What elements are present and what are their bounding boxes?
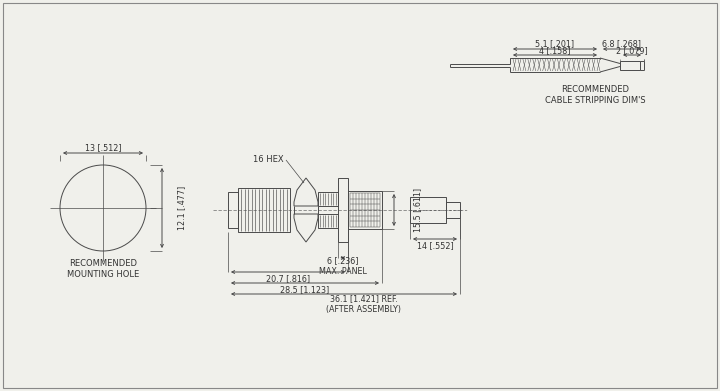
Text: 4 [.158]: 4 [.158] bbox=[539, 47, 571, 56]
Bar bbox=[318, 192, 338, 206]
Bar bbox=[238, 188, 290, 232]
Text: 16 HEX: 16 HEX bbox=[253, 156, 284, 165]
Bar bbox=[446, 202, 460, 218]
Text: 2 [.079]: 2 [.079] bbox=[616, 47, 648, 56]
Bar bbox=[348, 191, 382, 229]
Text: 14 [.552]: 14 [.552] bbox=[417, 242, 454, 251]
Text: 12.1 [.477]: 12.1 [.477] bbox=[178, 186, 186, 230]
Text: 5.1 [.201]: 5.1 [.201] bbox=[536, 39, 575, 48]
Text: 6.8 [.268]: 6.8 [.268] bbox=[603, 39, 642, 48]
Bar bbox=[228, 192, 238, 228]
Text: 36.1 [1.421] REF.
(AFTER ASSEMBLY): 36.1 [1.421] REF. (AFTER ASSEMBLY) bbox=[326, 294, 402, 314]
Text: 13 [.512]: 13 [.512] bbox=[85, 143, 121, 152]
Text: 28.5 [1.123]: 28.5 [1.123] bbox=[280, 285, 330, 294]
Text: RECOMMENDED
CABLE STRIPPING DIM'S: RECOMMENDED CABLE STRIPPING DIM'S bbox=[545, 85, 645, 105]
Text: RECOMMENDED
MOUNTING HOLE: RECOMMENDED MOUNTING HOLE bbox=[67, 259, 139, 279]
Bar bbox=[338, 178, 348, 242]
Text: 20.7 [.816]: 20.7 [.816] bbox=[266, 274, 310, 283]
Bar bbox=[620, 61, 640, 70]
Text: 15.5 [.611]: 15.5 [.611] bbox=[413, 188, 423, 232]
Bar bbox=[410, 197, 446, 223]
Bar bbox=[318, 214, 338, 228]
Text: 6 [.236]
MAX. PANEL: 6 [.236] MAX. PANEL bbox=[319, 256, 367, 276]
